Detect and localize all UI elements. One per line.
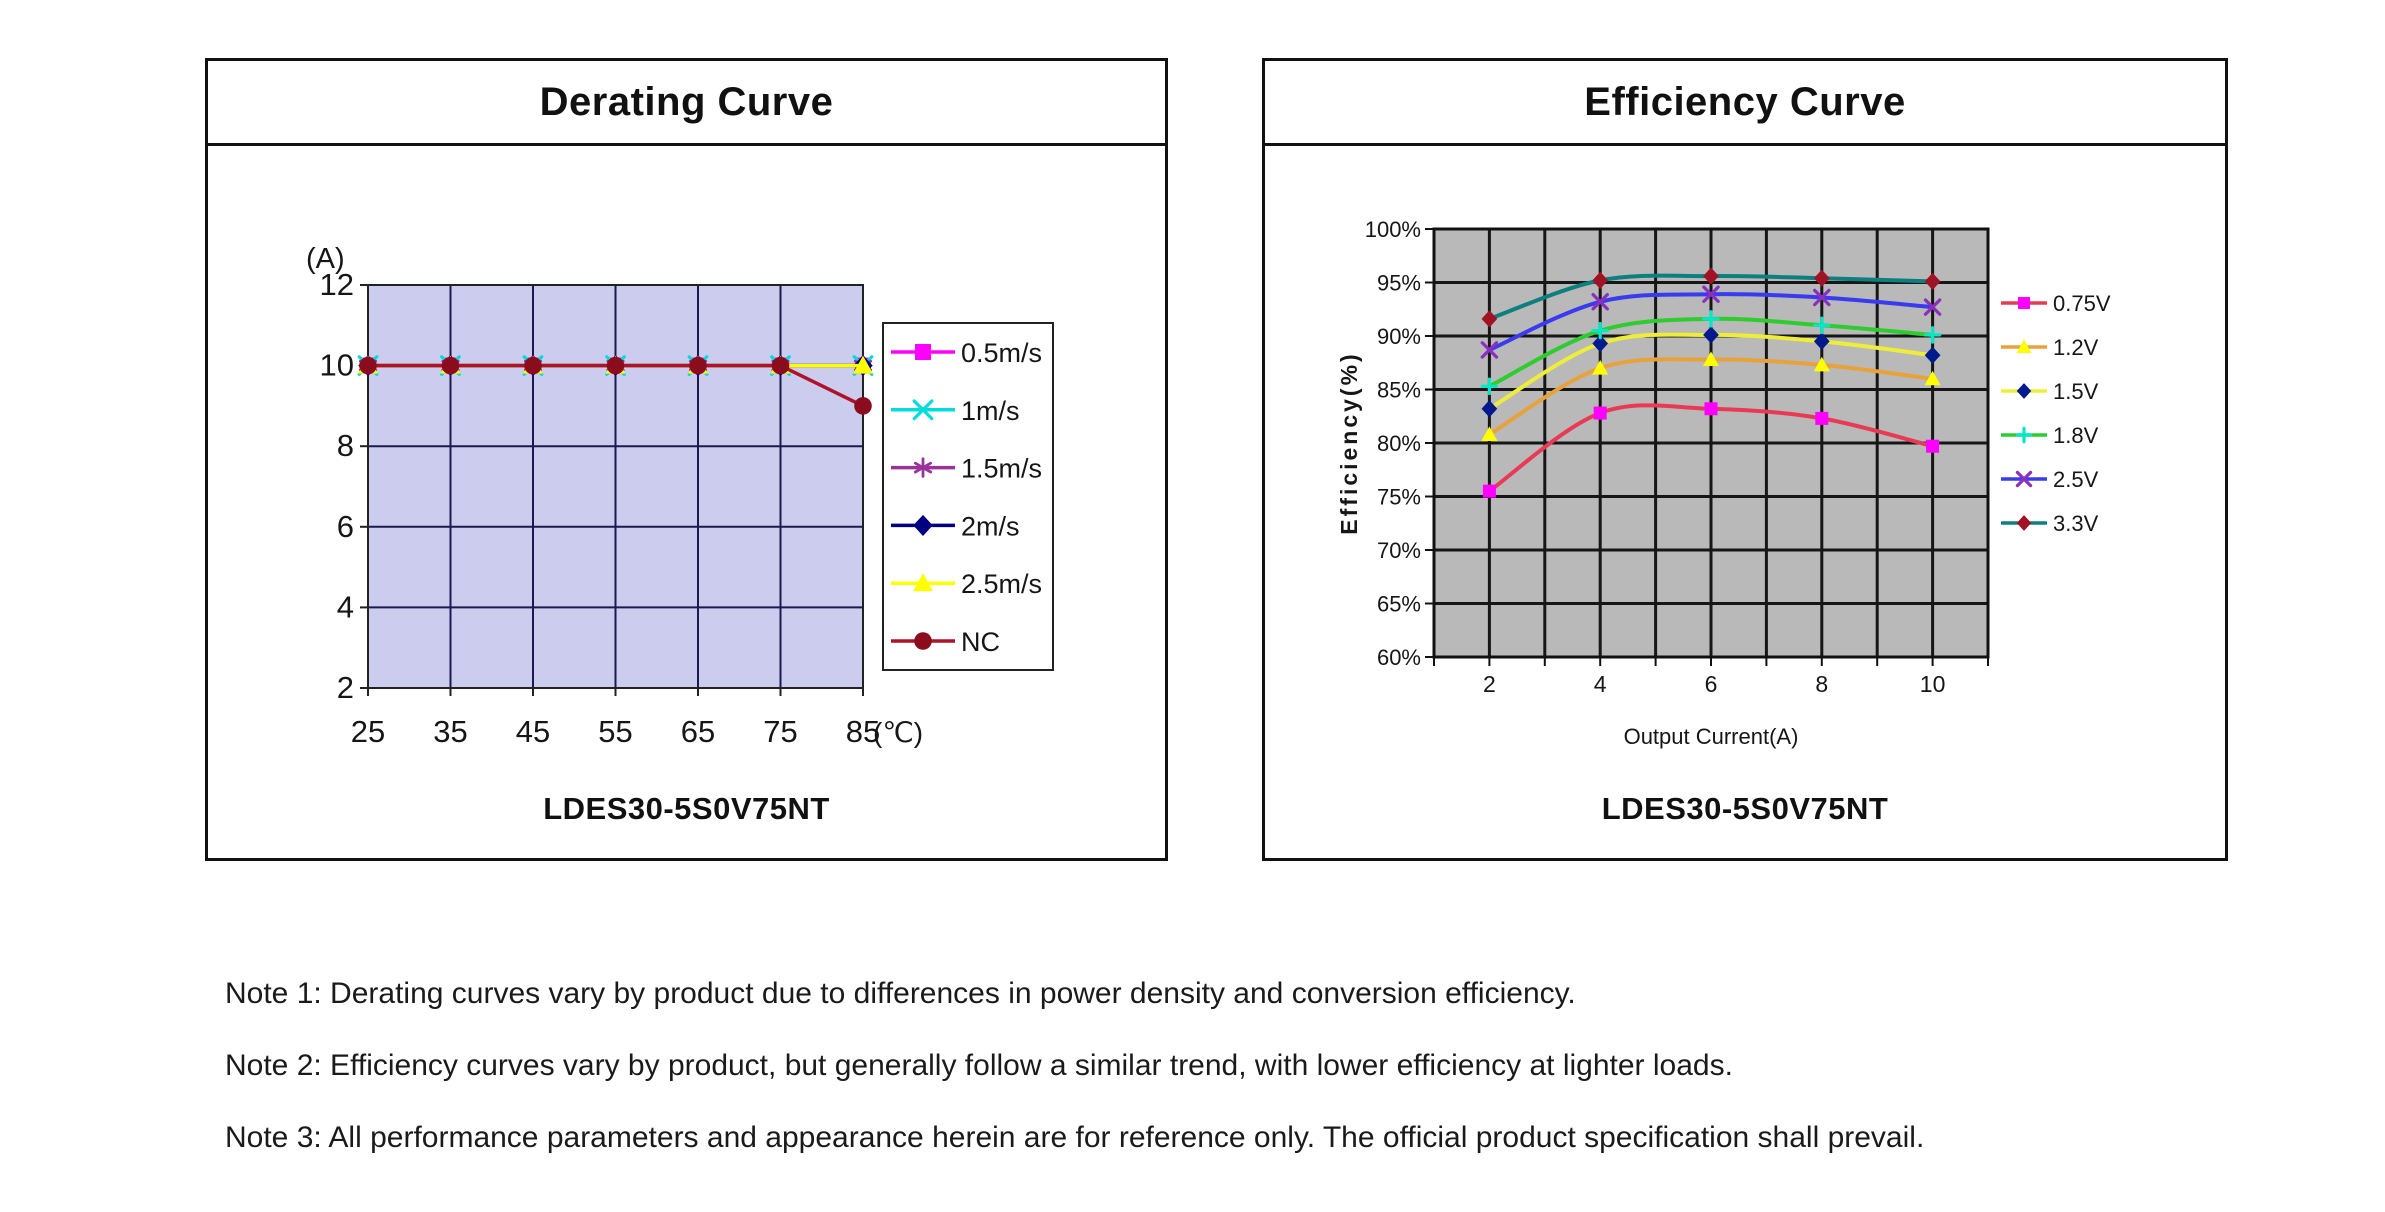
legend-item: 0.75V bbox=[2001, 291, 2111, 316]
legend-item: 1.5m/s bbox=[891, 454, 1042, 484]
svg-text:6: 6 bbox=[337, 509, 354, 544]
series-0.75V bbox=[1482, 402, 1940, 498]
svg-text:90%: 90% bbox=[1377, 324, 1421, 349]
axis-labels: 12 10 8 6 4 2 25 35 45 55 65 75 85 (A) (℃) bbox=[306, 243, 923, 749]
series-NC bbox=[359, 356, 872, 415]
axis-ticks bbox=[1425, 228, 1989, 666]
svg-text:25: 25 bbox=[351, 714, 385, 749]
x-axis-label: Output Current(A) bbox=[1624, 724, 1799, 749]
y-axis-unit-label: (A) bbox=[306, 243, 345, 275]
derating-panel: Derating Curve 12 10 8 6 4 2 25 35 45 55 65 75 85 (A)… bbox=[205, 58, 1168, 861]
legend-item: 2.5m/s bbox=[891, 569, 1042, 599]
legend-item: 1.5V bbox=[2001, 379, 2099, 404]
efficiency-panel: Efficiency Curve 100% 95% 90% 85% 80% 75% 70% 6… bbox=[1262, 58, 2228, 861]
x-axis-unit-label: (℃) bbox=[873, 717, 923, 748]
series-1.5V bbox=[1481, 326, 1941, 418]
note-2: Note 2: Efficiency curves vary by produc… bbox=[225, 1049, 1733, 1082]
axis-labels: 100% 95% 90% 85% 80% 75% 70% 65% 60% 2 4 6 8 10 Effici… bbox=[1336, 217, 1945, 749]
efficiency-chart-title: Efficiency Curve bbox=[1265, 61, 2225, 146]
legend-item: 2m/s bbox=[891, 511, 1020, 541]
svg-text:65%: 65% bbox=[1377, 592, 1421, 617]
svg-text:85: 85 bbox=[846, 714, 880, 749]
note-3: Note 3: All performance parameters and a… bbox=[225, 1121, 1925, 1154]
svg-text:95%: 95% bbox=[1377, 271, 1421, 296]
notes-section: Note 1: Derating curves vary by product … bbox=[225, 978, 2225, 1194]
svg-text:2: 2 bbox=[337, 670, 354, 705]
efficiency-product-label: LDES30-5S0V75NT bbox=[1601, 791, 1889, 826]
svg-text:1.5V: 1.5V bbox=[2053, 379, 2099, 404]
y-axis-label: Efficiency(%) bbox=[1336, 351, 1362, 534]
legend-item: 1.2V bbox=[2001, 335, 2099, 360]
legend-item: 1.8V bbox=[2001, 423, 2099, 448]
note-1: Note 1: Derating curves vary by product … bbox=[225, 977, 1576, 1010]
svg-text:35: 35 bbox=[433, 714, 467, 749]
series-1.8V bbox=[1480, 310, 1942, 396]
series-2.5V bbox=[1480, 285, 1942, 359]
svg-text:3.3V: 3.3V bbox=[2053, 511, 2099, 536]
svg-text:8: 8 bbox=[1815, 671, 1828, 697]
legend: 0.75V 1.2V 1.5V 1.8V 2.5V 3.3V bbox=[2001, 291, 2111, 536]
svg-text:1.5m/s: 1.5m/s bbox=[961, 454, 1042, 484]
svg-text:2.5V: 2.5V bbox=[2053, 467, 2099, 492]
svg-text:2: 2 bbox=[1483, 671, 1496, 697]
efficiency-chart: 100% 95% 90% 85% 80% 75% 70% 65% 60% 2 4 6 8 10 Effici… bbox=[1336, 217, 2111, 749]
svg-text:10: 10 bbox=[320, 348, 354, 383]
svg-text:6: 6 bbox=[1705, 671, 1718, 697]
svg-text:12: 12 bbox=[320, 267, 354, 302]
derating-chart-title: Derating Curve bbox=[208, 61, 1165, 146]
svg-text:8: 8 bbox=[337, 428, 354, 463]
svg-text:85%: 85% bbox=[1377, 378, 1421, 403]
derating-product-label: LDES30-5S0V75NT bbox=[543, 791, 830, 826]
legend: 0.5m/s 1m/s 1.5m/s 2m/s 2.5m/s NC bbox=[882, 322, 1054, 671]
series-3.3V bbox=[1481, 267, 1941, 328]
svg-text:0.75V: 0.75V bbox=[2053, 291, 2111, 316]
svg-text:70%: 70% bbox=[1377, 538, 1421, 563]
svg-text:1.8V: 1.8V bbox=[2053, 423, 2099, 448]
legend-item: 3.3V bbox=[2001, 511, 2099, 536]
series-1.2V bbox=[1481, 351, 1941, 441]
svg-text:2.5m/s: 2.5m/s bbox=[961, 569, 1042, 599]
svg-text:45: 45 bbox=[516, 714, 550, 749]
legend-item: 1m/s bbox=[891, 396, 1020, 426]
svg-text:75: 75 bbox=[763, 714, 797, 749]
svg-text:10: 10 bbox=[1920, 671, 1946, 697]
legend-item: NC bbox=[891, 627, 1000, 657]
legend-item: 2.5V bbox=[2001, 467, 2099, 492]
svg-text:4: 4 bbox=[1594, 671, 1607, 697]
legend-item: 0.5m/s bbox=[891, 338, 1042, 368]
derating-chart: 12 10 8 6 4 2 25 35 45 55 65 75 85 (A) (℃) 0.5m/s 1m/s 1.… bbox=[306, 243, 1054, 749]
svg-text:55: 55 bbox=[598, 714, 632, 749]
svg-text:1m/s: 1m/s bbox=[961, 396, 1020, 426]
svg-text:75%: 75% bbox=[1377, 485, 1421, 510]
svg-text:60%: 60% bbox=[1377, 645, 1421, 670]
svg-text:100%: 100% bbox=[1365, 217, 1421, 242]
svg-text:2m/s: 2m/s bbox=[961, 511, 1020, 541]
svg-text:4: 4 bbox=[337, 589, 354, 624]
svg-text:80%: 80% bbox=[1377, 431, 1421, 456]
svg-text:NC: NC bbox=[961, 627, 1000, 657]
svg-text:0.5m/s: 0.5m/s bbox=[961, 338, 1042, 368]
svg-text:65: 65 bbox=[681, 714, 715, 749]
svg-text:1.2V: 1.2V bbox=[2053, 335, 2099, 360]
